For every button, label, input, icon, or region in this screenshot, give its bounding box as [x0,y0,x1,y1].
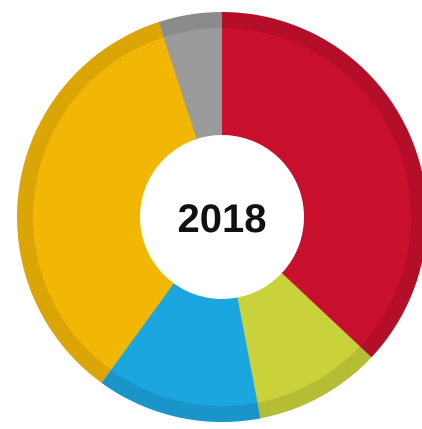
donut-slice-2-face [237,273,360,403]
center-year-label: 2018 [178,197,267,241]
donut-slice-4-face [33,37,197,370]
donut-slice-1-face [222,28,411,347]
donut-slices [16,12,422,422]
donut-hole [140,135,304,299]
donut-slice-3-face [110,283,258,406]
donut-slice-5-face [163,28,222,140]
